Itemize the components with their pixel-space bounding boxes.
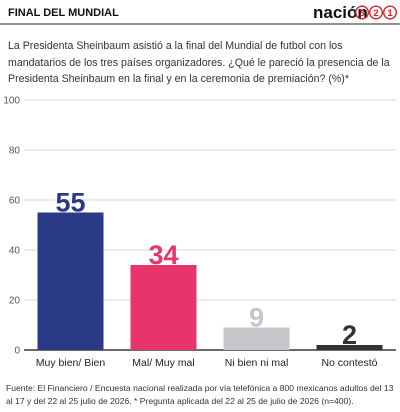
x-tick-label: Mal/ Muy mal — [132, 357, 194, 369]
brand-circle — [355, 5, 370, 20]
y-tick-label: 80 — [9, 146, 21, 157]
subtitle: La Presidenta Sheinbaum asistió a la fin… — [8, 40, 390, 85]
bar — [37, 212, 104, 350]
header: FINAL DEL MUNDIAL — [8, 7, 119, 19]
value-label: 34 — [148, 240, 178, 270]
value-label: 55 — [55, 188, 85, 218]
value-label: 9 — [249, 303, 264, 333]
y-tick-label: 60 — [9, 196, 21, 207]
y-tick-label: 20 — [9, 296, 21, 307]
x-tick-label: Ni bien ni mal — [225, 357, 289, 369]
bar — [223, 327, 290, 350]
brand: nación — [313, 3, 368, 22]
source: Fuente: El Financiero / Encuesta naciona… — [6, 383, 394, 406]
x-tick-label: No contestó — [321, 357, 377, 369]
brand-digit: 2 — [373, 8, 378, 19]
x-tick-label: Muy bien/ Bien — [36, 357, 106, 369]
brand-circle — [383, 5, 398, 20]
brand-circle — [369, 5, 384, 20]
bar — [130, 265, 197, 350]
value-label: 2 — [342, 320, 357, 350]
y-tick-label: 100 — [3, 96, 20, 107]
brand-digit: 1 — [387, 8, 393, 19]
y-tick-label: 40 — [9, 246, 21, 257]
bar — [316, 345, 383, 350]
y-tick-label: 0 — [14, 346, 20, 357]
brand-digit: 3 — [359, 8, 364, 19]
